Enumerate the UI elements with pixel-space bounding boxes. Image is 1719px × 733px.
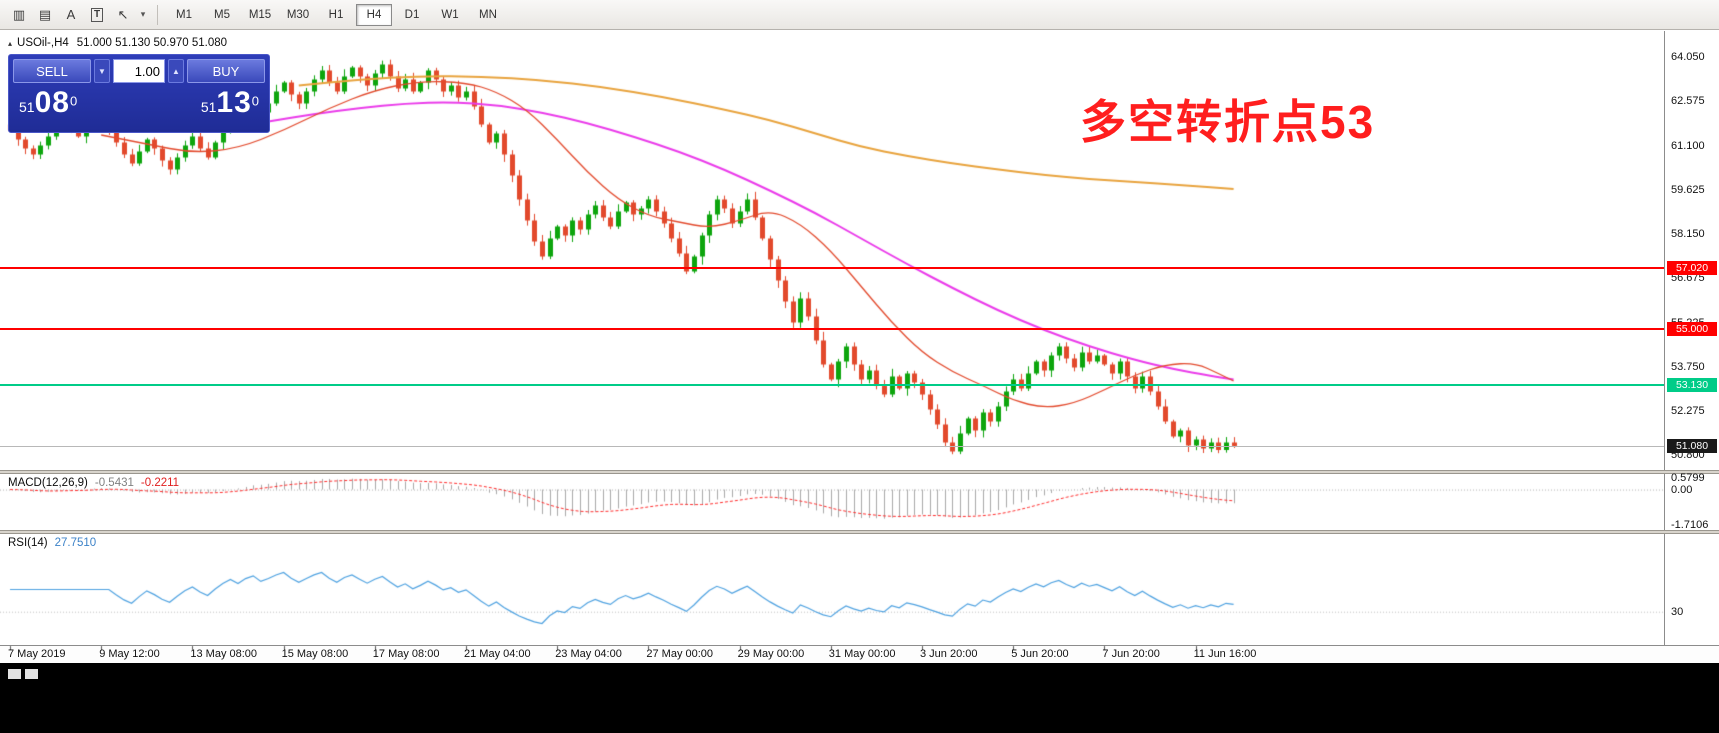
sell-price-whole: 51 — [19, 99, 35, 115]
macd-axis-label-0.5799: 0.5799 — [1671, 471, 1705, 484]
lot-increase-button[interactable]: ▲ — [168, 59, 184, 83]
sell-button[interactable]: SELL — [13, 59, 91, 83]
time-axis-label-11: 3 Jun 20:00 — [920, 648, 978, 660]
price-axis-label-62.575: 62.575 — [1671, 95, 1705, 108]
level-tag-55.000: 55.000 — [1667, 321, 1717, 336]
timeframe-button-h4[interactable]: H4 — [356, 3, 392, 26]
time-axis-label-10: 31 May 00:00 — [828, 648, 896, 660]
time-axis-label-8: 27 May 00:00 — [646, 648, 714, 660]
level-tag-57.020: 57.020 — [1667, 260, 1717, 275]
toolbar-separator — [157, 4, 158, 25]
timeframe-button-m5[interactable]: M5 — [214, 8, 230, 21]
macd-signal-value: -0.2211 — [140, 477, 180, 489]
macd-axis-label-0.00: 0.00 — [1671, 483, 1693, 496]
timeframe-button-h1[interactable]: H1 — [328, 8, 344, 21]
buy-price-whole: 51 — [200, 99, 217, 115]
rsi-header: RSI(14) 27.7510 — [8, 537, 96, 549]
lot-size-input[interactable] — [113, 59, 165, 83]
horizontal-line-57.020[interactable] — [0, 266, 1664, 269]
price-axis[interactable]: 64.05062.57561.10059.62558.15056.67555.2… — [1665, 31, 1719, 663]
price-axis-label-59.625: 59.625 — [1671, 183, 1705, 196]
macd-axis-label--1.7106: -1.7106 — [1671, 519, 1709, 532]
macd-main-value: -0.5431 — [94, 477, 134, 489]
time-axis-label-1: 7 May 2019 — [8, 648, 66, 660]
symbol-period-label: USOil-,H4 — [17, 37, 69, 49]
status-square — [25, 669, 38, 679]
time-axis-label-12: 5 Jun 20:00 — [1011, 648, 1069, 660]
price-axis-label-64.050: 64.050 — [1671, 51, 1705, 63]
chart-tool-icon[interactable]: ▥ — [12, 6, 26, 22]
price-axis-label-52.275: 52.275 — [1671, 405, 1705, 417]
text-label-icon[interactable]: A — [66, 7, 76, 22]
level-tag-51.080: 51.080 — [1667, 439, 1717, 454]
time-axis-label-7: 23 May 04:00 — [555, 648, 622, 660]
buy-price-superscript: 0 — [251, 93, 259, 109]
buy-button[interactable]: BUY — [187, 59, 265, 83]
sell-price-big-digits: 08 — [34, 86, 70, 119]
bottom-black-bar — [0, 663, 1719, 733]
sell-price-superscript: 0 — [69, 93, 78, 109]
ohlc-values: 51.000 51.130 50.970 51.080 — [76, 37, 228, 49]
dropdown-caret-icon[interactable]: ▾ — [140, 9, 146, 19]
horizontal-line-51.080[interactable] — [0, 445, 1664, 447]
timeframe-button-mn[interactable]: MN — [479, 8, 497, 21]
level-tag-53.130: 53.130 — [1667, 377, 1717, 392]
rsi-label: RSI(14) — [8, 537, 48, 549]
collapse-triangle-icon[interactable]: ▴ — [8, 39, 13, 48]
timeframe-button-m30[interactable]: M30 — [286, 8, 310, 21]
chart-ohlc-header: ▴ USOil-,H4 51.000 51.130 50.970 51.080 — [8, 37, 227, 49]
macd-label: MACD(12,26,9) — [8, 477, 88, 489]
time-axis-label-13: 7 Jun 20:00 — [1102, 648, 1160, 660]
toolbar-icon-group: ▥ ▤ A T ↖ ▾ — [6, 3, 150, 27]
timeframe-button-d1[interactable]: D1 — [404, 8, 420, 21]
horizontal-line-55.000[interactable] — [0, 327, 1664, 330]
buy-price-display: 51130 — [201, 86, 259, 128]
panel-splitter-rsi[interactable] — [0, 530, 1719, 534]
chart-annotation-text[interactable]: 多空转折点53 — [1080, 96, 1376, 148]
sell-price-display: 51080 — [19, 86, 77, 128]
status-square — [8, 669, 21, 679]
time-axis-label-14: 11 Jun 16:00 — [1193, 648, 1257, 660]
timeframe-button-m1[interactable]: M1 — [176, 8, 192, 21]
buy-price-big-digits: 13 — [216, 86, 252, 119]
toolbar: ▥ ▤ A T ↖ ▾ M1 M5 M15 M30 H1 H4 D1 W1 MN — [0, 0, 1719, 30]
time-axis-label-9: 29 May 00:00 — [737, 648, 805, 660]
horizontal-line-53.130[interactable] — [0, 383, 1664, 386]
panel-splitter-macd[interactable] — [0, 470, 1719, 474]
price-axis-label-53.750: 53.750 — [1671, 360, 1705, 373]
timeframe-button-m15[interactable]: M15 — [248, 8, 272, 21]
arrow-tools-icon[interactable]: ↖ — [117, 6, 129, 22]
time-axis[interactable]: 7 May 2019 9 May 12:00 13 May 08:00 15 May … — [0, 645, 1664, 663]
time-axis-label-5: 17 May 08:00 — [372, 648, 440, 660]
timeframe-group: M1 M5 M15 M30 H1 H4 D1 W1 MN — [165, 3, 507, 26]
timeframe-button-w1[interactable]: W1 — [441, 8, 459, 21]
price-axis-label-58.150: 58.150 — [1671, 228, 1705, 240]
indicator-list-icon[interactable]: ▤ — [38, 6, 52, 22]
macd-header: MACD(12,26,9) -0.5431 -0.2211 — [8, 477, 179, 489]
time-axis-label-6: 21 May 04:00 — [464, 648, 531, 660]
time-axis-label-3: 13 May 08:00 — [190, 648, 258, 660]
rsi-value: 27.7510 — [54, 537, 97, 549]
price-axis-label-61.100: 61.100 — [1671, 139, 1705, 152]
time-axis-label-4: 15 May 08:00 — [281, 648, 349, 660]
text-box-icon-glyph: T — [90, 7, 104, 22]
rsi-axis-label-30: 30 — [1671, 605, 1684, 618]
lot-decrease-button[interactable]: ▼ — [94, 59, 110, 83]
one-click-trading-panel: SELL ▼ ▲ BUY 51080 51130 — [8, 54, 270, 133]
time-axis-label-2: 9 May 12:00 — [99, 648, 160, 660]
price-axis-label-56.675: 56.675 — [1671, 272, 1705, 285]
text-box-icon[interactable]: T — [84, 3, 110, 27]
